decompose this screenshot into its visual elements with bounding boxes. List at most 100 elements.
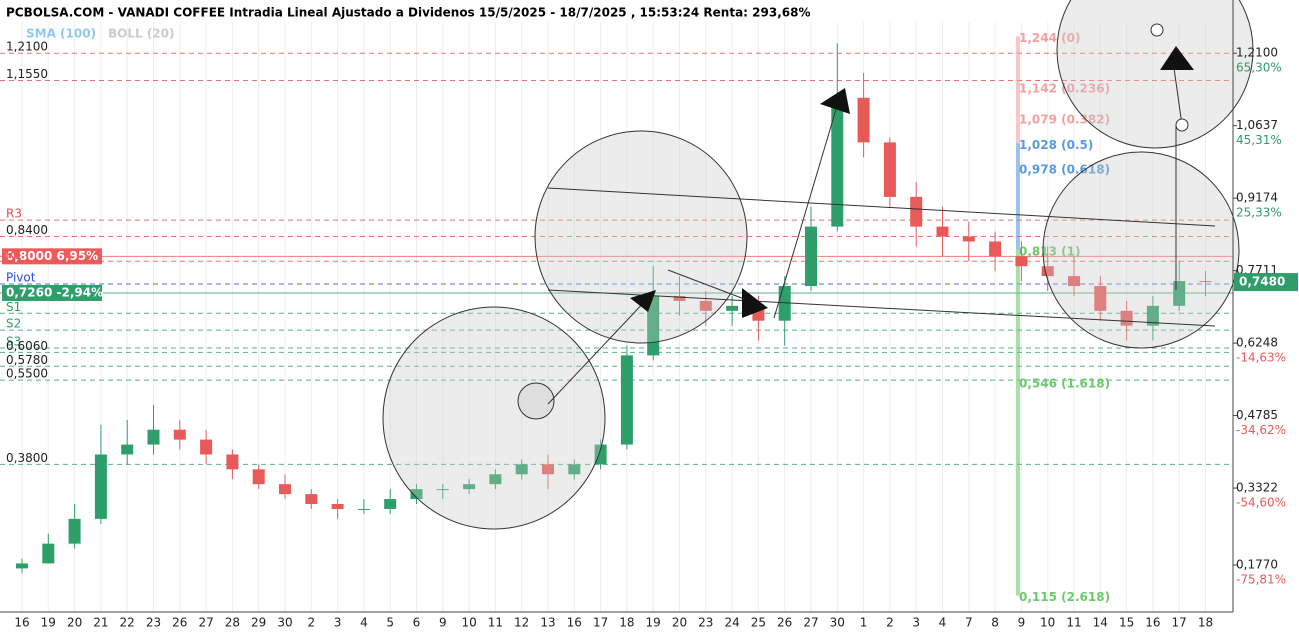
fib-label: 1,028 (0.5) [1019, 138, 1093, 152]
fib-label: 0,978 (0.618) [1019, 163, 1110, 177]
arrow [1173, 67, 1183, 126]
percent-tick-label: -14,63% [1236, 351, 1286, 365]
last-price-label: 0,7480 [1239, 275, 1285, 289]
percent-tick-label: 25,33% [1236, 206, 1282, 220]
candle-body [252, 469, 265, 485]
percent-tick-label: 65,30% [1236, 61, 1282, 75]
x-tick-label: 29 [251, 616, 266, 630]
x-tick-label: 13 [540, 616, 555, 630]
last-price-box [1234, 273, 1298, 292]
level-label: 0,6060 [6, 339, 48, 353]
candle-body [778, 286, 791, 321]
chart-title: PCBOLSA.COM - VANADI COFFEE Intradia Lin… [6, 6, 811, 20]
candle-body [1146, 305, 1159, 326]
x-tick-label: 12 [514, 616, 529, 630]
fib-band [1016, 36, 1020, 87]
x-tick-label: 11 [488, 616, 503, 630]
candle-body [226, 454, 239, 470]
candle-body [673, 295, 686, 301]
fib-band [1016, 249, 1020, 383]
x-tick-label: 18 [619, 616, 634, 630]
x-tick-label: 19 [41, 616, 56, 630]
candle-body [94, 454, 107, 519]
annotation-circle [1042, 151, 1240, 349]
x-tick-label: 23 [698, 616, 713, 630]
fib-band [1016, 168, 1020, 250]
x-tick-label: 20 [67, 616, 82, 630]
candle-body [1041, 266, 1054, 277]
percent-tick-label: 45,31% [1236, 133, 1282, 147]
x-tick-label: 3 [334, 616, 342, 630]
candle-body [1199, 281, 1212, 283]
candle-body [620, 355, 633, 445]
x-tick-label: 8 [991, 616, 999, 630]
candle-body [542, 464, 554, 475]
x-tick-label: 4 [360, 616, 368, 630]
y-tick-label: 0,9174 [1236, 191, 1278, 205]
fib-label: 0,546 (1.618) [1019, 377, 1110, 391]
level-box [2, 248, 102, 265]
candle-body [568, 464, 581, 475]
x-tick-label: 28 [225, 616, 240, 630]
annotation-circle [534, 130, 748, 344]
candle-body [936, 226, 949, 237]
level-label: 0,5780 [6, 353, 48, 367]
candles [16, 43, 1212, 574]
fib-label: 1,244 (0) [1019, 31, 1080, 45]
fib-band [1016, 86, 1020, 119]
level-label: S2 [6, 317, 21, 331]
candle-body [699, 300, 712, 311]
level-box [2, 284, 102, 301]
x-tick-label: 11 [1066, 616, 1081, 630]
x-tick-label: 30 [277, 616, 292, 630]
candle-body [1120, 310, 1133, 326]
x-tick-label: 3 [912, 616, 920, 630]
arrowhead [820, 88, 850, 114]
candle-body [594, 444, 607, 465]
x-tick-label: 1 [860, 616, 868, 630]
candle-body [1068, 276, 1080, 287]
x-tick-label: 9 [1018, 616, 1026, 630]
x-tick-label: 22 [120, 616, 135, 630]
level-label: S3 [6, 334, 21, 348]
x-tick-label: 30 [830, 616, 845, 630]
candle-body [726, 305, 739, 311]
percent-tick-label: -34,62% [1236, 423, 1286, 437]
x-tick-label: 4 [939, 616, 947, 630]
level-label: 1,1550 [6, 67, 48, 81]
level-label: Pivot [6, 271, 36, 285]
x-tick-label: 10 [461, 616, 476, 630]
x-tick-label: 16 [14, 616, 29, 630]
x-tick-label: 27 [198, 616, 213, 630]
arrowhead [630, 290, 656, 312]
level-label: R3 [6, 207, 22, 221]
candle-body [121, 444, 134, 455]
y-tick-label: 0,6248 [1236, 336, 1278, 350]
y-tick-label: 0,1770 [1236, 557, 1278, 571]
candle-body [68, 518, 81, 544]
candle-body [331, 504, 344, 509]
annotation-circle [517, 382, 555, 420]
annotation-circle [382, 306, 606, 530]
candle-body [857, 97, 870, 143]
candle-body [989, 241, 1002, 257]
fib-band [1016, 143, 1020, 169]
candle-body [436, 489, 449, 491]
level-label: S1 [6, 300, 21, 314]
fib-band [1016, 118, 1020, 144]
fib-label: 1,079 (0.382) [1019, 113, 1110, 127]
legend-entry: BOLL (20) [108, 27, 175, 41]
channel-line [547, 187, 1216, 227]
level-label: 0,7260 -2,94% [6, 285, 103, 299]
fib-label: 0,115 (2.618) [1019, 590, 1110, 604]
fib-band [1016, 382, 1020, 596]
candle-body [647, 295, 660, 356]
candle-body [410, 489, 423, 500]
arrowhead [742, 288, 768, 318]
x-tick-label: 16 [1145, 616, 1160, 630]
candle-body [279, 484, 291, 495]
x-tick-label: 17 [1172, 616, 1187, 630]
candle-body [962, 236, 975, 242]
x-tick-label: 27 [803, 616, 818, 630]
